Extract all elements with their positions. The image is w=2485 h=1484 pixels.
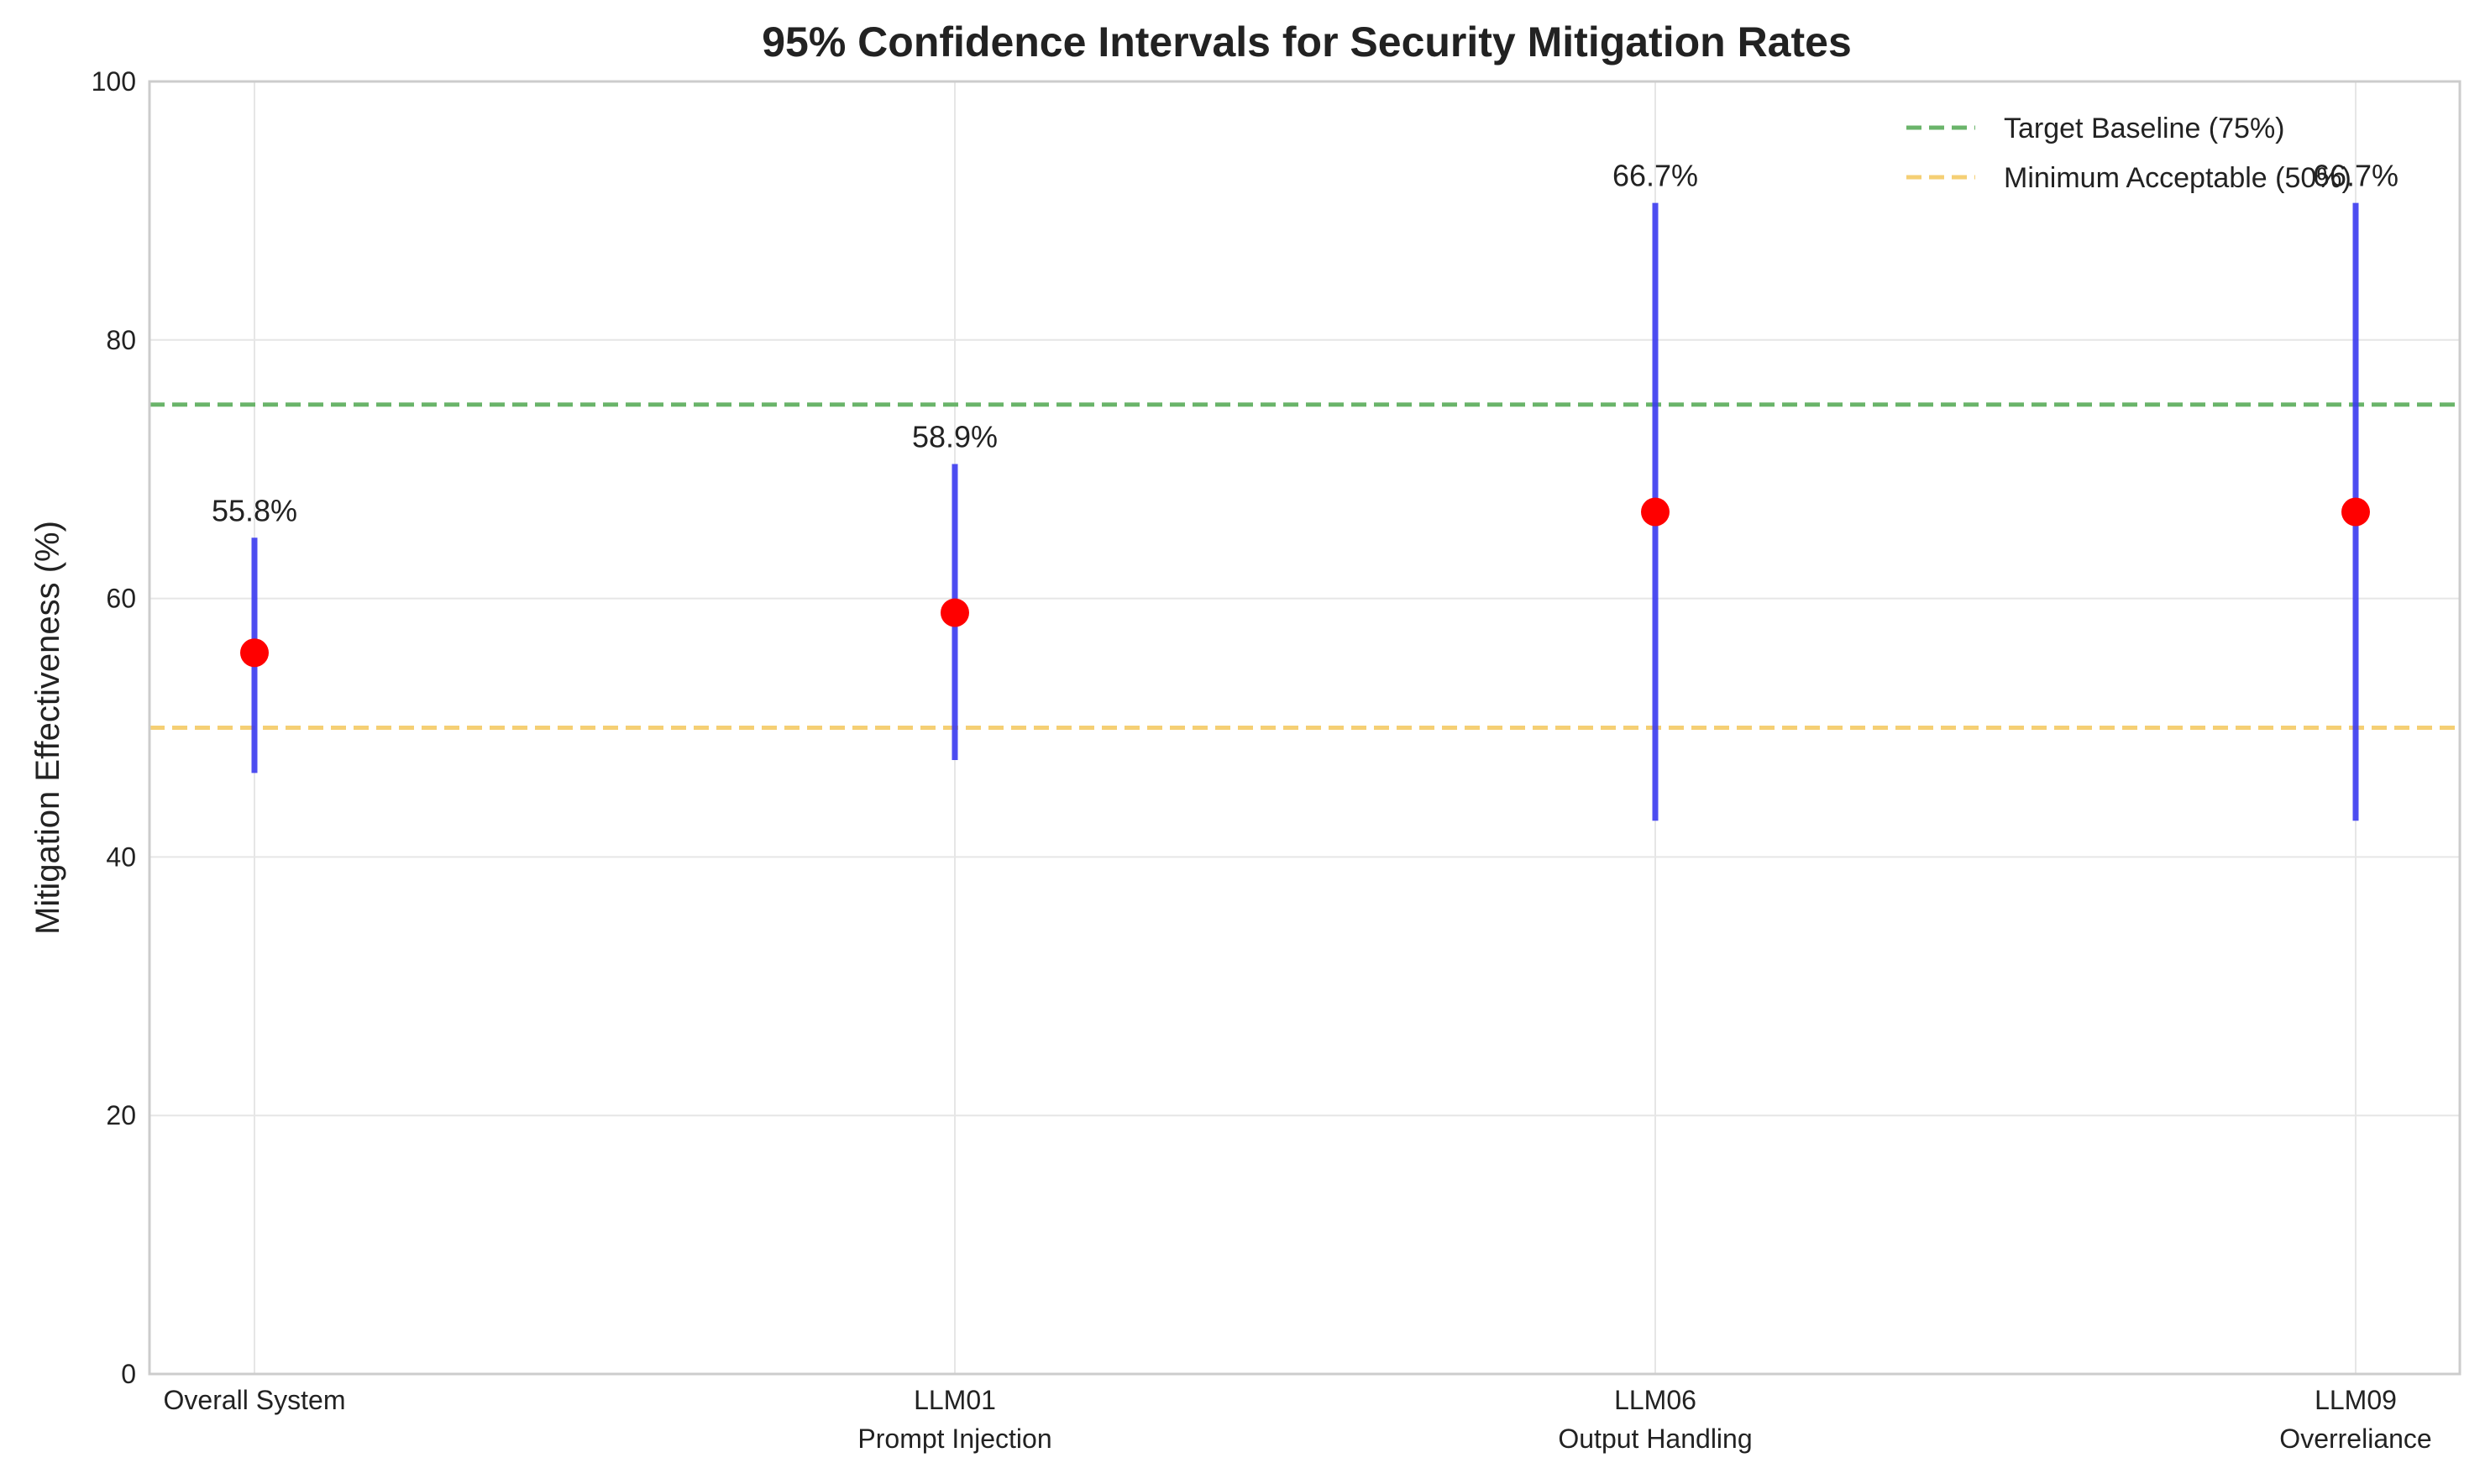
- plot-frame: [148, 80, 2461, 1376]
- x-tick-label: LLM09: [2315, 1385, 2397, 1415]
- y-tick-label: 100: [92, 66, 136, 97]
- data-point: [2341, 497, 2370, 527]
- data-point: [240, 638, 269, 668]
- x-tick-sublabel: Overreliance: [2279, 1424, 2431, 1454]
- data-point: [1641, 497, 1670, 527]
- x-tick-sublabel: Prompt Injection: [857, 1424, 1051, 1454]
- data-labels: 55.8% 58.9% 66.7% 66.7%: [212, 159, 2398, 528]
- axis-ticks: 0 20 40 60 80 100 Overall System LLM01 Prompt In…: [92, 66, 2432, 1454]
- legend-label: Target Baseline (75%): [2004, 113, 2285, 144]
- data-point: [941, 598, 969, 627]
- data-label: 66.7%: [2313, 159, 2398, 193]
- chart-title: 95% Confidence Intervals for Security Mi…: [762, 18, 1852, 66]
- y-axis-label: Mitigation Effectiveness (%): [29, 521, 66, 935]
- data-label: 55.8%: [212, 493, 297, 527]
- y-tick-label: 20: [106, 1100, 136, 1130]
- y-tick-label: 0: [121, 1359, 136, 1389]
- legend: Target Baseline (75%) Minimum Acceptable …: [1906, 113, 2351, 194]
- data-label: 58.9%: [912, 420, 998, 454]
- reference-lines: [149, 402, 2460, 730]
- legend-label: Minimum Acceptable (50%): [2004, 162, 2351, 194]
- y-tick-label: 40: [106, 842, 136, 872]
- x-tick-label: LLM01: [914, 1385, 996, 1415]
- y-tick-label: 60: [106, 584, 136, 614]
- x-tick-sublabel: Output Handling: [1558, 1424, 1752, 1454]
- x-tick-label: Overall System: [164, 1385, 346, 1415]
- x-tick-label: LLM06: [1614, 1385, 1696, 1415]
- data-label: 66.7%: [1612, 159, 1698, 193]
- y-tick-label: 80: [106, 325, 136, 355]
- plot-border: [148, 80, 2461, 1376]
- data-points: [240, 497, 2370, 668]
